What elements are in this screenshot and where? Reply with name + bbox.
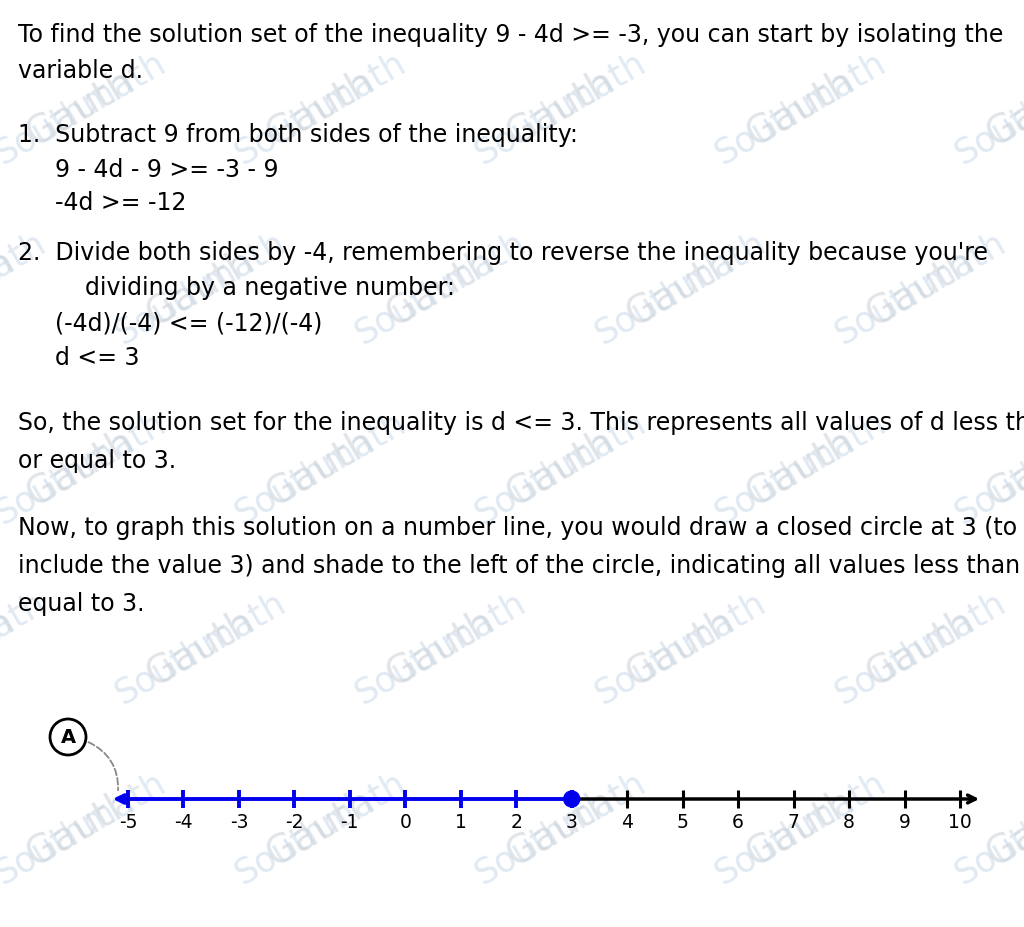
Text: 1: 1 bbox=[455, 812, 467, 832]
Text: Southmath: Southmath bbox=[109, 585, 292, 710]
Text: Gauth: Gauth bbox=[979, 422, 1024, 514]
Text: 6: 6 bbox=[732, 812, 744, 832]
Text: Southmath: Southmath bbox=[228, 45, 412, 171]
Text: 4: 4 bbox=[622, 812, 633, 832]
Text: Gauth: Gauth bbox=[379, 602, 501, 693]
Text: 7: 7 bbox=[787, 812, 800, 832]
Text: Gauth: Gauth bbox=[0, 242, 20, 334]
Text: 8: 8 bbox=[843, 812, 855, 832]
Text: include the value 3) and shade to the left of the circle, indicating all values : include the value 3) and shade to the le… bbox=[18, 553, 1024, 578]
Text: Gauth: Gauth bbox=[739, 781, 860, 873]
Text: Gauth: Gauth bbox=[259, 62, 381, 154]
Text: Gauth: Gauth bbox=[379, 242, 501, 334]
Text: Southmath: Southmath bbox=[0, 585, 51, 710]
Text: Gauth: Gauth bbox=[859, 602, 981, 693]
Text: 2: 2 bbox=[510, 812, 522, 832]
Text: 9: 9 bbox=[899, 812, 910, 832]
Text: So, the solution set for the inequality is d <= 3. This represents all values of: So, the solution set for the inequality … bbox=[18, 411, 1024, 435]
Text: A: A bbox=[60, 728, 76, 746]
Text: -2: -2 bbox=[285, 812, 304, 832]
Text: Gauth: Gauth bbox=[259, 422, 381, 514]
Text: Southmath: Southmath bbox=[948, 405, 1024, 530]
Text: Gauth: Gauth bbox=[500, 781, 621, 873]
Text: Gauth: Gauth bbox=[500, 62, 621, 154]
Text: Gauth: Gauth bbox=[19, 422, 140, 514]
Text: Gauth: Gauth bbox=[19, 62, 140, 154]
Text: Gauth: Gauth bbox=[620, 242, 740, 334]
Text: Gauth: Gauth bbox=[139, 602, 261, 693]
Text: variable d.: variable d. bbox=[18, 59, 143, 83]
Text: Southmath: Southmath bbox=[469, 405, 651, 530]
Text: d <= 3: d <= 3 bbox=[55, 346, 139, 370]
Text: Southmath: Southmath bbox=[228, 405, 412, 530]
Text: Southmath: Southmath bbox=[589, 225, 771, 350]
Text: 5: 5 bbox=[677, 812, 688, 832]
Text: -1: -1 bbox=[341, 812, 359, 832]
Text: Gauth: Gauth bbox=[979, 62, 1024, 154]
Text: -4d >= -12: -4d >= -12 bbox=[55, 191, 186, 215]
Text: -3: -3 bbox=[229, 812, 248, 832]
Text: To find the solution set of the inequality 9 - 4d >= -3, you can start by isolat: To find the solution set of the inequali… bbox=[18, 23, 1004, 47]
Text: 3: 3 bbox=[566, 812, 578, 832]
Text: Southmath: Southmath bbox=[0, 45, 171, 171]
Text: Southmath: Southmath bbox=[348, 225, 531, 350]
Text: Southmath: Southmath bbox=[0, 405, 171, 530]
Circle shape bbox=[564, 791, 580, 807]
Text: Southmath: Southmath bbox=[709, 405, 892, 530]
Text: Southmath: Southmath bbox=[348, 585, 531, 710]
Text: 9 - 4d - 9 >= -3 - 9: 9 - 4d - 9 >= -3 - 9 bbox=[55, 158, 279, 182]
Text: Southmath: Southmath bbox=[828, 585, 1012, 710]
Text: Gauth: Gauth bbox=[979, 781, 1024, 873]
Text: 2.  Divide both sides by -4, remembering to reverse the inequality because you'r: 2. Divide both sides by -4, remembering … bbox=[18, 241, 988, 265]
Text: Southmath: Southmath bbox=[589, 585, 771, 710]
Text: -5: -5 bbox=[119, 812, 137, 832]
Text: Southmath: Southmath bbox=[709, 45, 892, 171]
Text: Gauth: Gauth bbox=[19, 781, 140, 873]
Text: Gauth: Gauth bbox=[139, 242, 261, 334]
Text: 0: 0 bbox=[399, 812, 412, 832]
Text: Now, to graph this solution on a number line, you would draw a closed circle at : Now, to graph this solution on a number … bbox=[18, 515, 1017, 540]
Text: (-4d)/(-4) <= (-12)/(-4): (-4d)/(-4) <= (-12)/(-4) bbox=[55, 311, 323, 335]
Text: dividing by a negative number:: dividing by a negative number: bbox=[55, 275, 455, 299]
Text: Southmath: Southmath bbox=[469, 765, 651, 890]
Text: Southmath: Southmath bbox=[828, 225, 1012, 350]
FancyArrowPatch shape bbox=[88, 743, 118, 791]
Text: Gauth: Gauth bbox=[259, 781, 381, 873]
Text: Southmath: Southmath bbox=[469, 45, 651, 171]
Text: 1.  Subtract 9 from both sides of the inequality:: 1. Subtract 9 from both sides of the ine… bbox=[18, 123, 578, 146]
Text: Gauth: Gauth bbox=[500, 422, 621, 514]
Text: Gauth: Gauth bbox=[0, 602, 20, 693]
Text: Southmath: Southmath bbox=[948, 765, 1024, 890]
Text: Southmath: Southmath bbox=[948, 45, 1024, 171]
Text: Gauth: Gauth bbox=[739, 62, 860, 154]
Text: 10: 10 bbox=[948, 812, 972, 832]
Text: Gauth: Gauth bbox=[620, 602, 740, 693]
Text: Gauth: Gauth bbox=[739, 422, 860, 514]
Text: Southmath: Southmath bbox=[709, 765, 892, 890]
Text: Southmath: Southmath bbox=[109, 225, 292, 350]
Text: -4: -4 bbox=[174, 812, 193, 832]
Text: Gauth: Gauth bbox=[859, 242, 981, 334]
Text: equal to 3.: equal to 3. bbox=[18, 591, 144, 616]
Text: Southmath: Southmath bbox=[0, 225, 51, 350]
Text: or equal to 3.: or equal to 3. bbox=[18, 449, 176, 473]
Text: Southmath: Southmath bbox=[0, 765, 171, 890]
Circle shape bbox=[50, 719, 86, 756]
Text: Southmath: Southmath bbox=[228, 765, 412, 890]
